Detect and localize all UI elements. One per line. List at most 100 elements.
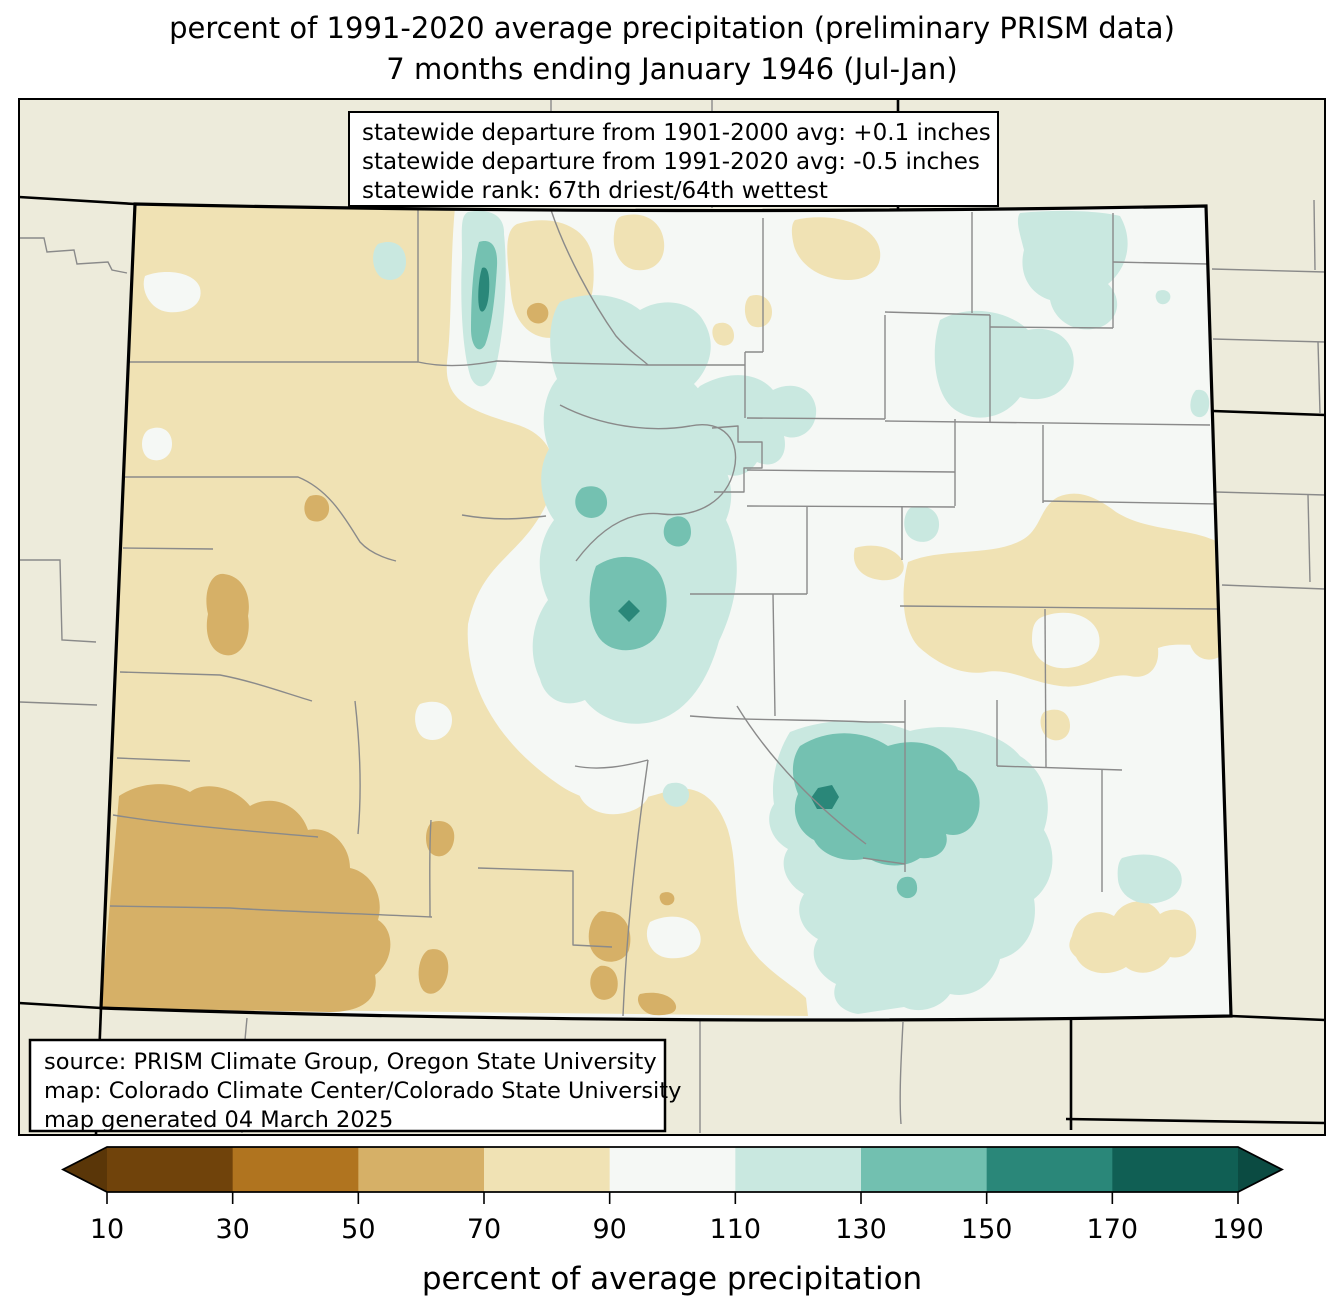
- outside-county-line: [20, 559, 97, 643]
- contour-region-90-110: [646, 916, 701, 959]
- county-line: [772, 593, 776, 717]
- neighbor-state-border: [1065, 1117, 1326, 1125]
- contour-region-50-70: [526, 302, 549, 324]
- county-line: [354, 700, 361, 835]
- county-line: [119, 671, 313, 702]
- contour-region-90-110: [1032, 612, 1100, 669]
- contour-region-70-90: [712, 322, 734, 346]
- county-line: [746, 417, 886, 420]
- county-line: [711, 425, 763, 493]
- contour-region-50-70: [588, 911, 631, 962]
- county-line: [1112, 261, 1209, 265]
- county-line: [862, 857, 906, 865]
- colorbar-under-arrow: [63, 1147, 107, 1192]
- colorbar-tick-label: 150: [961, 1214, 1013, 1245]
- contour-region-110-130: [683, 375, 817, 476]
- outside-county-line: [1313, 199, 1316, 271]
- county-line: [116, 757, 191, 762]
- county-line: [429, 819, 432, 918]
- colorbar-tick-label: 10: [90, 1214, 124, 1245]
- contour-region-50-70: [426, 820, 455, 857]
- contour-region-70-90: [1187, 598, 1221, 660]
- source-box-background: [28, 1038, 667, 1133]
- colorbar-over-arrow: [1238, 1147, 1282, 1192]
- contour-region-110-130: [373, 242, 406, 281]
- colorbar-segment: [735, 1147, 862, 1192]
- county-boundaries: [109, 208, 1219, 1017]
- county-line: [746, 505, 956, 508]
- contour-region-150-170: [618, 600, 640, 622]
- contour-region-50-70: [304, 494, 330, 522]
- contour-region-50-70: [637, 992, 677, 1016]
- county-line: [884, 311, 991, 316]
- contour-region-150-170: [478, 267, 490, 312]
- county-line: [899, 605, 1219, 610]
- colorbar-tick-label: 190: [1212, 1214, 1264, 1245]
- neighbor-state-border: [1230, 1014, 1326, 1022]
- county-line: [112, 814, 319, 838]
- contour-region-50-70: [659, 892, 675, 906]
- outside-county-line: [1221, 584, 1326, 590]
- county-line: [461, 514, 547, 520]
- colorbar-axis-label: percent of average precipitation: [422, 1261, 922, 1297]
- outside-county-line: [1211, 268, 1326, 273]
- stats-line-3: statewide rank: 67th driest/64th wettest: [362, 178, 828, 204]
- colorbar-segment: [358, 1147, 485, 1192]
- contour-region-130-150: [792, 733, 980, 866]
- outside-county-line: [20, 237, 128, 274]
- contour-region-90-110: [415, 701, 452, 740]
- neighbor-state-border: [18, 195, 136, 206]
- outside-county-line: [1307, 494, 1311, 583]
- colorbar-tick-label: 130: [835, 1214, 887, 1245]
- county-line: [574, 759, 649, 769]
- stats-box: statewide departure from 1901-2000 avg: …: [348, 111, 999, 207]
- colorbar-tick-label: 50: [341, 1214, 375, 1245]
- contour-region-70-90: [853, 545, 904, 581]
- source-line-3: map generated 04 March 2025: [44, 1107, 393, 1133]
- contour-region-110-130: [904, 506, 940, 542]
- source-line-2: map: Colorado Climate Center/Colorado St…: [44, 1078, 681, 1104]
- contour-region-50-70: [101, 784, 391, 1012]
- county-line: [622, 759, 649, 1017]
- contour-region-70-90: [744, 294, 772, 328]
- contour-region-70-90: [613, 214, 665, 271]
- contour-region-130-150: [896, 876, 918, 899]
- outside-county-line: [1212, 338, 1326, 343]
- county-line: [989, 326, 1114, 329]
- map-title-line1: percent of 1991-2020 average precipitati…: [169, 11, 1175, 45]
- colorbar-segment: [986, 1147, 1113, 1192]
- contour-region-70-90: [1040, 709, 1070, 741]
- neighbor-state-border: [1212, 409, 1326, 417]
- colorbar-segment: [609, 1147, 736, 1192]
- contour-region-90-110: [143, 272, 201, 313]
- contour-region-50-70: [590, 965, 618, 1000]
- stats-box-background: [348, 111, 999, 207]
- contour-region-110-130: [1155, 290, 1171, 305]
- colorbar-tick-label: 170: [1087, 1214, 1139, 1245]
- contour-region-50-70: [206, 573, 249, 656]
- colorbar-tick-label: 110: [710, 1214, 762, 1245]
- source-line-1: source: PRISM Climate Group, Oregon Stat…: [44, 1049, 657, 1075]
- outside-county-line: [19, 701, 98, 706]
- source-box: source: PRISM Climate Group, Oregon Stat…: [28, 1038, 681, 1133]
- contour-region-50-70: [418, 949, 449, 994]
- precipitation-contours: [101, 206, 1221, 1016]
- county-line: [417, 360, 649, 367]
- colorbar-tick-label: 70: [467, 1214, 501, 1245]
- county-line: [125, 476, 397, 562]
- colorbar-segment: [484, 1147, 611, 1192]
- contour-region-110-130: [1190, 389, 1210, 418]
- colorbar-segment: [861, 1147, 988, 1192]
- contour-region-70-90: [903, 493, 1221, 687]
- county-line: [122, 547, 214, 550]
- contour-region-110-130: [532, 295, 737, 724]
- outside-county-line: [1317, 341, 1321, 414]
- county-line: [109, 905, 433, 918]
- contour-region-130-150: [663, 516, 691, 547]
- contour-region-70-90: [1069, 901, 1197, 974]
- neighbor-state-border: [18, 1001, 102, 1010]
- colorbar: 10 30 50 70 90 110 130 150 170 190: [61, 1146, 1284, 1245]
- county-line: [736, 705, 867, 845]
- contour-region-90-110: [494, 594, 526, 634]
